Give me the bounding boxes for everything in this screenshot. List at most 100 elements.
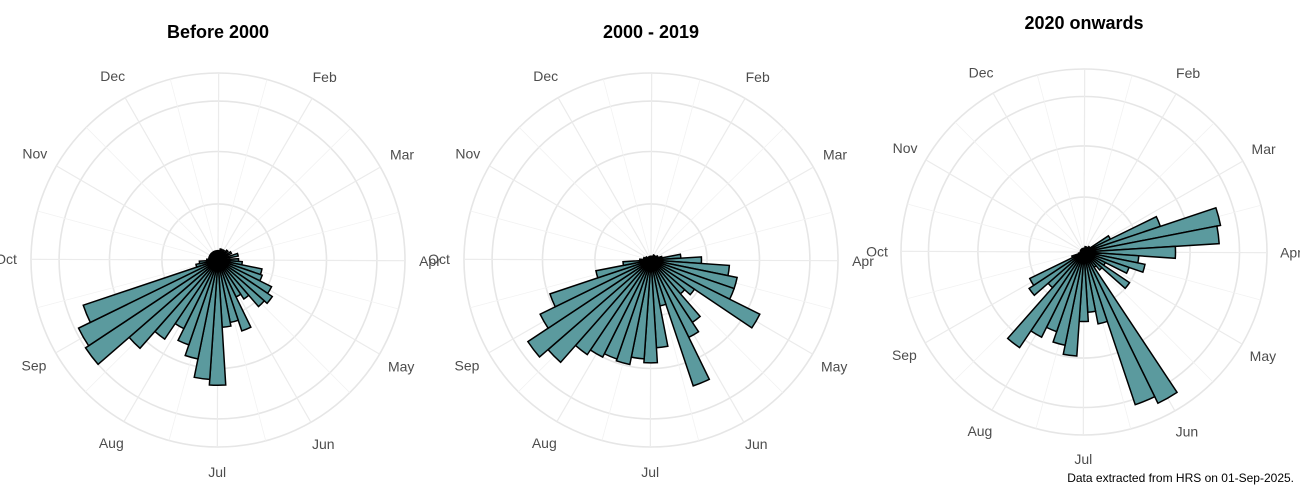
month-label: Jul — [1074, 451, 1092, 467]
month-label: Feb — [746, 69, 770, 85]
polar-bar — [526, 259, 652, 359]
grid-spoke — [602, 79, 652, 261]
grid-spoke — [217, 211, 399, 261]
grid-spoke — [992, 92, 1085, 253]
grid-spoke — [1083, 251, 1243, 345]
month-label: Jul — [641, 464, 659, 480]
grid-spoke — [1083, 68, 1086, 253]
grid-circle — [30, 72, 406, 448]
bars — [77, 248, 274, 387]
grid-spoke — [900, 250, 1085, 253]
polar-bar — [1083, 245, 1177, 260]
grid-circle — [900, 68, 1268, 436]
polar-bar — [211, 250, 219, 261]
grid-spoke — [169, 79, 219, 261]
month-label: Sep — [455, 357, 480, 373]
grid-spoke — [470, 210, 652, 261]
month-label: Nov — [22, 145, 47, 161]
month-label: Nov — [455, 145, 480, 161]
grid-spoke — [489, 165, 652, 261]
polar-plot-area: Dec Feb Mar Apr May Jun Jul Aug Sep Oct Nov — [428, 68, 874, 480]
polar-bar — [1028, 251, 1085, 287]
grid-spoke — [37, 210, 219, 261]
polar-plot-area: Dec Feb Mar Apr May Jun Jul Aug Sep Oct Nov — [0, 68, 441, 480]
bars — [526, 253, 761, 387]
grid-spoke — [1083, 160, 1244, 253]
chart-title: Before 2000 — [167, 22, 269, 42]
polar-bar — [650, 259, 761, 329]
month-label: Feb — [1176, 65, 1200, 81]
grid-spoke — [907, 203, 1085, 253]
polar-bar — [639, 258, 652, 262]
grid-spoke — [1036, 74, 1085, 253]
month-labels: Dec Feb Mar Apr May Jun Jul Aug Sep Oct Nov — [866, 64, 1300, 467]
panel-before-2000: Before 2000 Dec Feb Mar Apr May Jun Jul Aug Sep O… — [0, 22, 441, 480]
polar-bar — [217, 250, 233, 261]
grid-spoke — [925, 159, 1085, 253]
grid-spoke — [1083, 75, 1133, 253]
grid-spoke — [217, 72, 220, 261]
polar-bar — [216, 249, 220, 261]
polar-bar — [84, 259, 219, 366]
month-label: May — [1250, 348, 1276, 364]
chart-title: 2020 onwards — [1024, 13, 1143, 33]
polar-bar — [217, 259, 266, 308]
polar-bar — [539, 259, 652, 330]
polar-plot-area: Dec Feb Mar Apr May Jun Jul Aug Sep Oct Nov — [866, 64, 1300, 467]
grid-spoke — [217, 259, 406, 262]
month-label: Aug — [532, 435, 557, 451]
polar-bar — [217, 252, 240, 261]
grid-spoke — [85, 127, 219, 261]
panel-2000-2019: 2000 - 2019 Dec Feb Mar Apr May Jun Jul Aug Sep O… — [428, 22, 874, 480]
polar-bar — [1006, 251, 1085, 349]
polar-grid — [900, 68, 1268, 436]
month-label: Jun — [312, 436, 335, 452]
month-label: Oct — [866, 243, 888, 259]
chart-title: 2000 - 2019 — [603, 22, 699, 42]
month-label: Apr — [852, 253, 874, 269]
polar-bar — [206, 258, 219, 262]
grid-spoke — [650, 79, 701, 261]
month-label: Feb — [313, 69, 337, 85]
month-label: Apr — [1280, 245, 1300, 261]
grid-spoke — [650, 127, 784, 261]
grid-spoke — [463, 258, 652, 261]
polar-bar — [82, 259, 219, 324]
panel-2020-onwards: 2020 onwards Dec Feb Mar Apr May Jun Jul Aug Sep… — [866, 13, 1300, 467]
grid-spoke — [650, 166, 814, 261]
polar-bar — [647, 255, 652, 261]
polar-bar — [217, 259, 274, 305]
grid-spoke — [954, 121, 1085, 253]
polar-bar — [548, 259, 652, 308]
month-label: Jun — [1176, 424, 1199, 440]
month-label: Mar — [390, 147, 414, 163]
month-label: Aug — [967, 423, 992, 439]
grid-spoke — [217, 166, 381, 261]
month-label: Mar — [823, 147, 847, 163]
polar-bar — [1083, 251, 1179, 405]
polar-bar — [1083, 225, 1220, 253]
month-labels: Dec Feb Mar Apr May Jun Jul Aug Sep Oct Nov — [0, 68, 441, 480]
grid-spoke — [1083, 251, 1214, 383]
grid-spoke — [650, 72, 653, 261]
polar-bar — [217, 259, 252, 332]
polar-bar — [643, 259, 659, 364]
grid-spoke — [518, 127, 652, 261]
grid-spoke — [217, 79, 268, 261]
month-label: Dec — [969, 64, 994, 80]
month-label: Dec — [533, 68, 558, 84]
polar-bar — [217, 259, 250, 300]
month-label: Sep — [892, 347, 917, 363]
polar-bar — [1028, 251, 1085, 297]
polar-bar — [622, 259, 652, 267]
grid-circle — [463, 72, 839, 448]
grid-spoke — [557, 97, 652, 261]
grid-spoke — [650, 211, 832, 261]
grid-spoke — [906, 251, 1085, 300]
polar-bar — [1083, 251, 1109, 325]
polar-bar — [77, 259, 219, 347]
month-label: Oct — [0, 251, 17, 267]
month-label: Nov — [893, 140, 918, 156]
grid-spoke — [650, 98, 746, 261]
month-label: Apr — [419, 253, 441, 269]
